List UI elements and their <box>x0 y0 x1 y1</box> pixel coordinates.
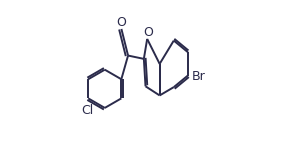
Text: O: O <box>116 16 126 29</box>
Text: Cl: Cl <box>81 104 94 117</box>
Text: O: O <box>143 26 153 39</box>
Text: Br: Br <box>192 70 206 83</box>
